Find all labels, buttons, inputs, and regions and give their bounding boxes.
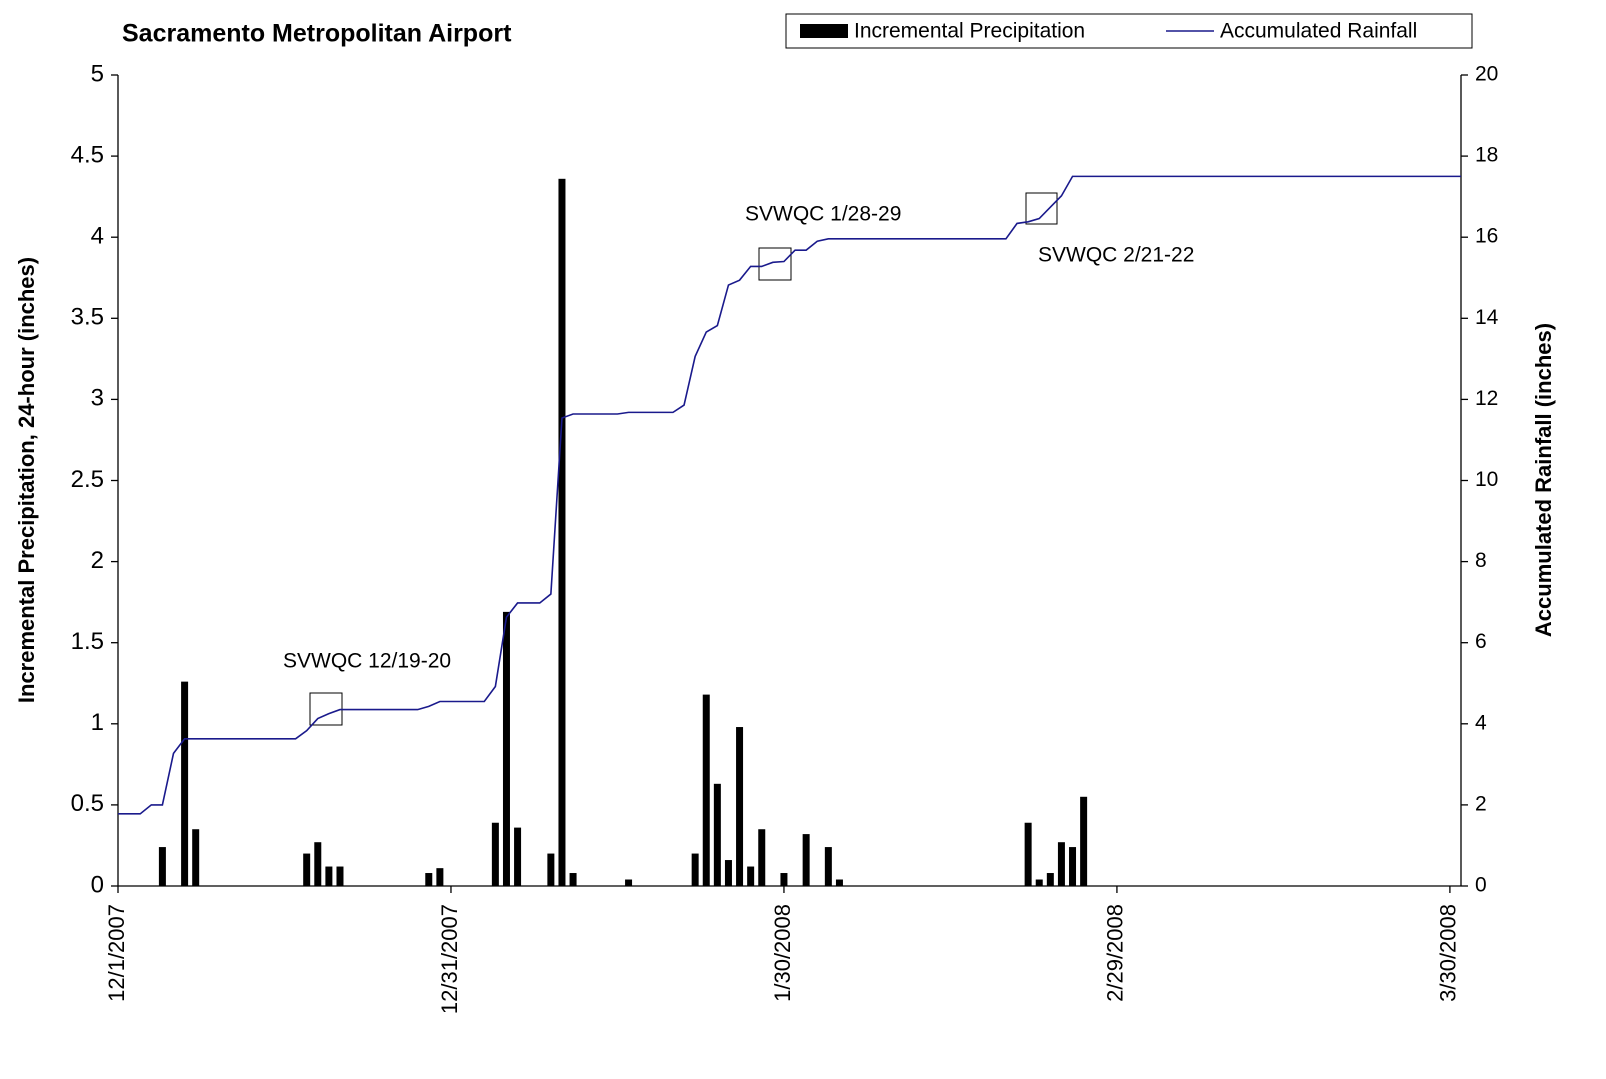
bar (824, 847, 832, 886)
chart-title: Sacramento Metropolitan Airport (122, 20, 512, 48)
bar (691, 853, 699, 886)
y2-tick-label: 12 (1475, 387, 1498, 410)
y2-tick-label: 18 (1475, 144, 1498, 167)
y2-tick-label: 10 (1475, 468, 1498, 491)
bar (502, 611, 510, 886)
legend-label: Incremental Precipitation (854, 20, 1085, 43)
annotation-box (758, 247, 792, 281)
y2-tick-label: 0 (1475, 874, 1487, 897)
y2-tick-label: 2 (1475, 792, 1487, 815)
y-tick-label: 3.5 (71, 304, 104, 331)
bar (724, 860, 732, 886)
legend-box (785, 13, 1473, 49)
bar (780, 873, 788, 886)
annotation-box (309, 692, 343, 726)
bar (835, 879, 843, 886)
y-tick-label: 5 (91, 60, 104, 87)
bar (702, 694, 710, 886)
y2-tick-label: 4 (1475, 711, 1487, 734)
y-tick-label: 1.5 (71, 628, 104, 655)
y-tick-label: 0 (91, 871, 104, 898)
legend-swatch (800, 24, 848, 38)
bar (192, 829, 200, 886)
bar (625, 879, 633, 886)
y-tick-label: 2 (91, 547, 104, 574)
y2-axis-title: Accumulated Rainfall (inches) (1531, 323, 1556, 637)
y2-tick-label: 16 (1475, 225, 1498, 248)
x-tick-label: 3/30/2008 (1436, 904, 1461, 1002)
y-tick-label: 4.5 (71, 141, 104, 168)
annotation: SVWQC 1/28-29 (745, 203, 901, 226)
bar (1024, 822, 1032, 886)
bar (1057, 842, 1065, 886)
bar (802, 834, 810, 886)
annotation: SVWQC 2/21-22 (1038, 244, 1194, 267)
y-tick-label: 1 (91, 709, 104, 736)
bar (1046, 873, 1054, 886)
bar (547, 853, 555, 886)
y2-tick-label: 6 (1475, 630, 1487, 653)
bar (325, 866, 333, 886)
bar (436, 868, 444, 886)
annotation-box (1025, 192, 1058, 225)
bar (314, 842, 322, 886)
annotation: SVWQC 12/19-20 (283, 650, 451, 673)
bar (569, 873, 577, 886)
y2-tick-label: 8 (1475, 549, 1487, 572)
bar (558, 178, 566, 887)
bar (181, 681, 189, 886)
bar (303, 853, 311, 886)
y-tick-label: 4 (91, 223, 104, 250)
bar (1080, 796, 1088, 886)
bar (713, 783, 721, 886)
bar (425, 873, 433, 886)
bar (747, 866, 755, 886)
x-tick-label: 12/1/2007 (104, 904, 129, 1002)
bar (158, 847, 166, 886)
bar (758, 829, 766, 886)
y2-tick-label: 14 (1475, 306, 1499, 329)
y-tick-label: 0.5 (71, 790, 104, 817)
y-tick-label: 2.5 (71, 466, 104, 493)
bar (336, 866, 344, 886)
bar (491, 822, 499, 886)
bar (736, 727, 744, 886)
x-tick-label: 2/29/2008 (1103, 904, 1128, 1002)
bar (1069, 847, 1077, 886)
line (118, 175, 1461, 815)
bar (1035, 879, 1043, 886)
y-axis-title: Incremental Precipitation, 24-hour (inch… (14, 257, 39, 703)
legend-label: Accumulated Rainfall (1220, 20, 1417, 43)
y-tick-label: 3 (91, 385, 104, 412)
y2-tick-label: 20 (1475, 63, 1498, 86)
bar (514, 827, 522, 886)
x-tick-label: 1/30/2008 (770, 904, 795, 1002)
x-tick-label: 12/31/2007 (437, 904, 462, 1014)
